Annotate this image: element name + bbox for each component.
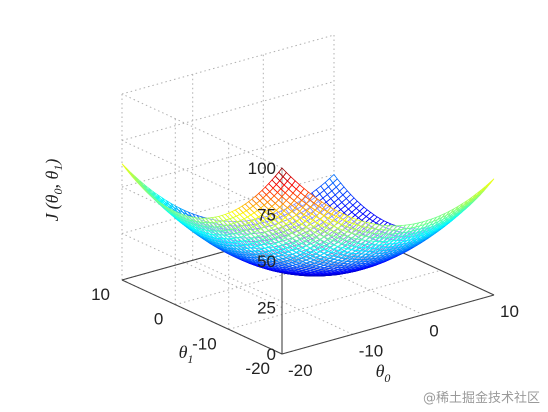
theta0-tick-label: -20: [288, 361, 313, 380]
theta1-tick-label: -10: [192, 334, 217, 353]
z-tick-label: 100: [248, 159, 276, 178]
grid-line: [121, 34, 335, 95]
grid-line: [175, 245, 388, 306]
theta1-axis-label: θ1: [179, 342, 194, 366]
theta0-axis-line: [281, 294, 495, 355]
z-tick-label: 50: [257, 252, 276, 271]
z-axis-label: J(θ0, θ1): [42, 159, 65, 222]
grid-line: [121, 93, 283, 169]
theta1-axis-line: [121, 279, 283, 355]
surface-mesh: [121, 163, 495, 277]
grid-line: [121, 127, 335, 188]
grid-line: [121, 81, 335, 141]
z-tick-label: 75: [257, 206, 276, 225]
z-tick-label: 0: [267, 345, 276, 364]
theta1-tick-label: 0: [154, 310, 163, 329]
watermark: @稀土掘金技术社区: [422, 391, 540, 406]
theta0-tick-label: 10: [500, 302, 519, 321]
theta0-tick-label: 0: [429, 322, 438, 341]
grid-line: [121, 174, 335, 234]
surface-cell: [485, 178, 495, 188]
theta1-tick-label: 10: [91, 285, 110, 304]
theta0-tick-label: -10: [359, 341, 384, 360]
tick-labels: 0 25 50 75 100 -20 -10 0 10 -20 -10 0 10: [91, 159, 519, 380]
grid-line: [228, 269, 441, 330]
theta0-axis-label: θ0: [376, 361, 391, 385]
z-tick-label: 25: [257, 299, 276, 318]
theta1-tick-label: -20: [245, 359, 270, 378]
